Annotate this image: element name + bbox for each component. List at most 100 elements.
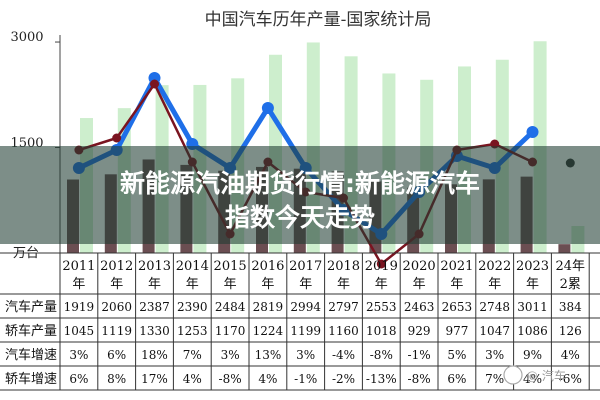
data-label-汽车增速: -4%	[332, 348, 355, 362]
data-label-轿车产量: 1047	[479, 324, 510, 338]
data-label-汽车增速: 3%	[221, 348, 240, 362]
x-tick-label: 2018	[327, 259, 360, 274]
x-tick-label: 2累	[560, 277, 581, 292]
x-tick-label: 2016	[251, 259, 284, 274]
data-label-汽车产量: 2387	[139, 300, 170, 314]
data-label-汽车增速: 9%	[523, 348, 542, 362]
series-name-轿车产量: 轿车产量	[5, 323, 57, 339]
data-label-汽车产量: 384	[559, 300, 582, 314]
data-label-汽车产量: 2748	[479, 300, 510, 314]
data-label-汽车产量: 2797	[328, 300, 359, 314]
data-label-轿车产量: 1199	[290, 324, 321, 338]
x-tick-label: 年	[375, 277, 388, 292]
x-tick-label: 年	[72, 277, 85, 292]
x-tick-label: 2019	[365, 259, 398, 274]
data-label-汽车产量: 2553	[366, 300, 397, 314]
watermark-logo-icon	[503, 365, 523, 385]
data-label-轿车产量: 126	[559, 324, 582, 338]
point-轿车增速	[112, 133, 122, 143]
x-tick-label: 年	[299, 277, 312, 292]
data-label-轿车增速: 6%	[447, 372, 466, 386]
x-tick-label: 年	[224, 277, 237, 292]
data-label-轿车产量: 1330	[139, 324, 170, 338]
x-tick-label: 2012	[100, 259, 133, 274]
x-tick-label: 年	[261, 277, 274, 292]
data-table: 2011 年 2012 年 2013 年 2014 年 2015 年 2016 年 2017 年 2018 年…	[0, 252, 600, 391]
data-label-汽车增速: 3%	[485, 348, 504, 362]
x-tick-label: 年	[488, 277, 501, 292]
x-tick-label: 2013	[138, 259, 171, 274]
data-label-轿车产量: 977	[445, 324, 468, 338]
data-label-汽车增速: 7%	[183, 348, 202, 362]
data-label-汽车产量: 2390	[177, 300, 208, 314]
x-tick-label: 2020	[403, 259, 436, 274]
data-label-轿车增速: -1%	[294, 372, 317, 386]
data-label-汽车产量: 2060	[101, 300, 132, 314]
x-tick-label: 2023	[516, 259, 549, 274]
x-tick-label: 2015	[214, 259, 247, 274]
data-label-轿车产量: 1119	[101, 324, 132, 338]
point-汽车增速	[261, 102, 274, 114]
data-label-轿车增速: 7%	[485, 372, 504, 386]
data-label-轿车增速: 4%	[258, 372, 277, 386]
watermark-text: @ 汽车	[526, 368, 566, 383]
point-轿车增速	[376, 259, 386, 269]
x-tick-label: 2014	[176, 259, 209, 274]
headline-banner: 新能源汽油期货行情:新能源汽车 指数今天走势	[0, 146, 600, 244]
x-tick-label: 年	[413, 277, 426, 292]
x-tick-label: 2022	[478, 259, 511, 274]
data-label-汽车增速: 6%	[107, 348, 126, 362]
bar-轿车产量	[558, 244, 571, 253]
banner-overlay	[0, 146, 600, 244]
banner-line-2: 指数今天走势	[225, 203, 375, 232]
data-label-轿车产量: 1224	[253, 324, 284, 338]
x-tick-label: 年	[110, 277, 123, 292]
data-label-轿车产量: 1086	[517, 324, 548, 338]
x-tick-label: 24年	[556, 259, 586, 274]
data-label-轿车增速: 17%	[141, 372, 168, 386]
data-label-汽车产量: 2819	[253, 300, 284, 314]
x-tick-label: 2017	[289, 259, 322, 274]
x-tick-label: 2021	[440, 259, 473, 274]
x-tick-label: 年	[526, 277, 539, 292]
data-label-轿车产量: 1018	[366, 324, 397, 338]
point-汽车增速	[526, 126, 539, 138]
data-label-汽车产量: 1919	[64, 300, 95, 314]
data-label-汽车产量: 3011	[517, 300, 548, 314]
data-label-汽车产量: 2994	[290, 300, 321, 314]
x-tick-label: 年	[148, 277, 161, 292]
data-label-轿车增速: -6%	[559, 372, 582, 386]
data-label-轿车产量: 1170	[215, 324, 246, 338]
x-tick-label: 年	[337, 277, 350, 292]
x-tick-label: 年	[186, 277, 199, 292]
data-label-轿车增速: 4%	[183, 372, 202, 386]
data-label-汽车产量: 2484	[215, 300, 246, 314]
y-tick-label-3000: 3000	[10, 30, 43, 45]
series-name-轿车增速: 轿车增速	[5, 371, 57, 387]
point-轿车增速	[150, 79, 159, 89]
series-name-汽车产量: 汽车产量	[5, 299, 57, 315]
data-label-轿车增速: 4%	[523, 372, 542, 386]
data-label-汽车增速: 5%	[447, 348, 466, 362]
data-label-轿车增速: -13%	[366, 372, 397, 386]
data-label-汽车产量: 2653	[442, 300, 473, 314]
data-label-汽车增速: 3%	[296, 348, 315, 362]
data-label-轿车产量: 1045	[64, 324, 95, 338]
data-label-轿车增速: -8%	[408, 372, 431, 386]
data-label-轿车产量: 929	[408, 324, 431, 338]
data-label-轿车产量: 1160	[328, 324, 359, 338]
data-label-汽车增速: -8%	[370, 348, 393, 362]
data-label-汽车增速: 13%	[255, 348, 282, 362]
x-tick-label: 年	[450, 277, 463, 292]
data-label-轿车增速: 6%	[69, 372, 88, 386]
data-label-汽车产量: 2463	[404, 300, 435, 314]
watermark: @ 汽车	[503, 365, 566, 385]
data-label-汽车增速: 18%	[141, 348, 168, 362]
data-label-汽车增速: 3%	[69, 348, 88, 362]
data-label-轿车产量: 1253	[177, 324, 208, 338]
data-label-轿车增速: -2%	[332, 372, 355, 386]
data-label-汽车增速: -1%	[408, 348, 431, 362]
banner-line-1: 新能源汽油期货行情:新能源汽车	[120, 169, 480, 198]
chart-title: 中国汽车历年产量-国家统计局	[205, 10, 432, 30]
